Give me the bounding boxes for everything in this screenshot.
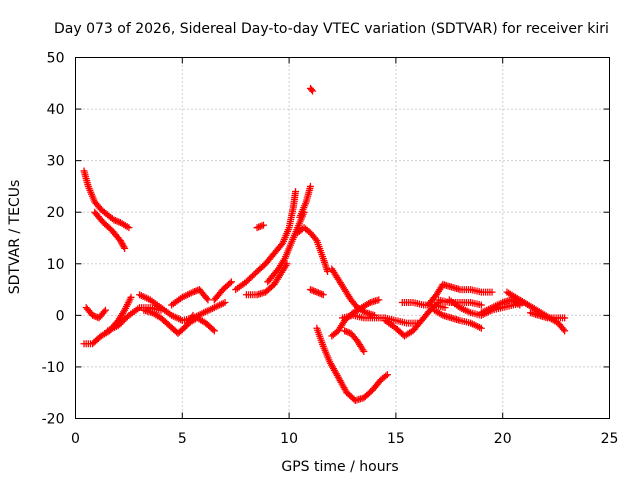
series-track-30 <box>477 296 524 317</box>
data-point-marker <box>561 327 569 335</box>
y-tick-label: 20 <box>47 205 65 221</box>
grid-lines <box>75 57 610 419</box>
series-track-15 <box>296 182 314 221</box>
y-tick-label: 40 <box>47 102 65 118</box>
data-point-marker <box>324 268 332 276</box>
chart-title: Day 073 of 2026, Sidereal Day-to-day VTE… <box>54 21 609 37</box>
data-point-marker <box>226 279 234 287</box>
data-point-marker <box>477 324 485 332</box>
data-point-marker <box>360 347 368 355</box>
series-track-25 <box>398 298 449 312</box>
y-tick-label: 50 <box>47 51 65 67</box>
series-track-18 <box>306 286 327 299</box>
data-point-marker <box>306 182 314 190</box>
series-track-23 <box>339 311 421 327</box>
data-point-marker <box>259 221 267 229</box>
series-track-27 <box>430 306 485 332</box>
x-tick-label: 20 <box>494 431 512 447</box>
x-tick-label: 25 <box>601 431 619 447</box>
data-point-marker <box>227 278 235 286</box>
data-point-marker <box>308 86 316 94</box>
data-point-marker <box>319 291 327 299</box>
data-point-marker <box>516 301 524 309</box>
data-point-marker <box>477 301 485 309</box>
y-tick-label: 30 <box>47 154 65 170</box>
data-point-marker <box>561 314 569 322</box>
data-point-marker <box>559 325 567 333</box>
x-axis-ticks: 0 5 10 15 20 25 <box>71 57 619 447</box>
data-point-marker <box>127 293 135 301</box>
data-point-marker <box>382 372 390 380</box>
data-point-marker <box>204 296 212 304</box>
series-track-16 <box>294 224 332 276</box>
series-track-11 <box>232 188 300 294</box>
plot-frame <box>75 57 610 419</box>
series-track-20 <box>328 265 379 319</box>
series-track-19 <box>313 324 391 404</box>
y-tick-label: -10 <box>42 360 65 376</box>
series-track-12 <box>242 260 291 299</box>
data-point-marker <box>203 294 211 302</box>
series-track-14 <box>253 221 267 232</box>
data-point-marker <box>100 308 108 316</box>
data-point-marker <box>221 298 229 306</box>
data-point-marker <box>189 311 197 319</box>
data-point-marker <box>488 288 496 296</box>
x-tick-label: 0 <box>71 431 80 447</box>
series-track-32 <box>526 309 569 322</box>
series-track-6 <box>136 291 229 325</box>
data-points <box>80 84 569 404</box>
series-track-9 <box>185 314 218 335</box>
series-track-1 <box>80 167 133 232</box>
series-track-26 <box>424 280 496 309</box>
y-axis-label: SDTVAR / TECUs <box>7 180 23 295</box>
y-tick-label: -20 <box>42 412 65 428</box>
data-point-marker <box>121 244 129 252</box>
series-track-22 <box>341 327 368 355</box>
data-point-marker <box>309 87 317 95</box>
series-track-13 <box>264 208 308 286</box>
series-track-10 <box>210 278 235 304</box>
data-point-marker <box>120 243 128 251</box>
y-axis-ticks: -20 -10 0 10 20 30 40 50 <box>42 51 610 428</box>
x-tick-label: 10 <box>280 431 298 447</box>
series-track-2 <box>91 208 129 252</box>
x-tick-label: 5 <box>178 431 187 447</box>
data-point-marker <box>125 224 133 232</box>
data-point-marker <box>383 371 391 379</box>
data-point-marker <box>292 188 300 196</box>
x-axis-label: GPS time / hours <box>281 459 398 475</box>
series-track-29 <box>435 296 485 309</box>
y-tick-label: 10 <box>47 257 65 273</box>
data-point-marker <box>209 326 217 334</box>
data-point-marker <box>441 304 449 312</box>
series-track-5 <box>104 304 165 335</box>
data-point-marker <box>312 235 320 243</box>
series-track-8 <box>168 286 212 309</box>
series-track-4 <box>82 304 109 322</box>
data-point-marker <box>375 296 383 304</box>
x-tick-label: 15 <box>387 431 405 447</box>
data-point-marker <box>210 327 218 335</box>
y-tick-label: 0 <box>56 308 65 324</box>
data-point-marker <box>101 306 109 314</box>
series-track-17 <box>306 84 317 95</box>
